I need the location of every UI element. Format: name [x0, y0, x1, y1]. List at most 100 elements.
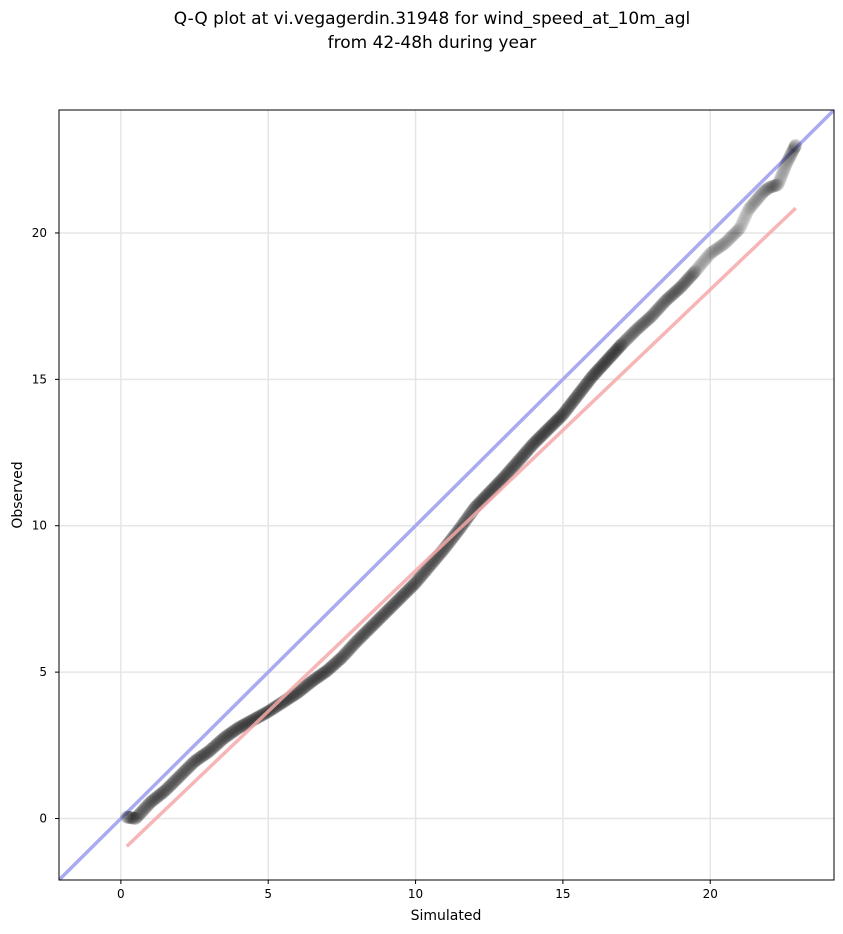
qq-point — [547, 417, 561, 431]
qq-point — [235, 719, 249, 733]
qq-point — [591, 363, 605, 377]
qq-point — [612, 340, 626, 354]
qq-point — [400, 585, 414, 599]
qq-point — [602, 352, 616, 366]
qq-point — [226, 725, 240, 739]
qq-point — [573, 385, 587, 399]
qq-point — [700, 250, 714, 264]
qq-point — [526, 438, 540, 452]
qq-point — [370, 614, 384, 628]
qq-point — [689, 263, 703, 277]
qq-point — [647, 307, 661, 321]
qq-point — [622, 330, 636, 344]
qq-point — [754, 188, 768, 202]
qq-point — [168, 774, 182, 788]
qq-point — [652, 301, 666, 315]
qq-point — [753, 189, 767, 203]
qq-point — [694, 258, 708, 272]
qq-point — [643, 311, 657, 325]
qq-point — [697, 254, 711, 268]
qq-point — [732, 222, 746, 236]
qq-point — [348, 637, 362, 651]
qq-point — [369, 615, 383, 629]
qq-point — [667, 287, 681, 301]
qq-point — [765, 180, 779, 194]
qq-point — [593, 361, 607, 375]
x-axis-label: Simulated — [411, 908, 482, 924]
qq-point — [390, 594, 404, 608]
qq-point — [682, 271, 696, 285]
qq-point — [648, 306, 662, 320]
qq-point — [496, 472, 510, 486]
qq-point — [188, 754, 202, 768]
qq-point — [718, 236, 732, 250]
qq-point — [319, 664, 333, 678]
qq-point — [225, 726, 239, 740]
qq-point — [699, 251, 713, 265]
qq-point — [406, 578, 420, 592]
qq-point — [736, 214, 750, 228]
qq-point — [206, 741, 220, 755]
qq-point — [559, 403, 573, 417]
qq-point — [497, 471, 511, 485]
qq-point — [785, 145, 799, 159]
qq-point — [558, 404, 572, 418]
qq-point — [655, 298, 669, 312]
qq-point — [717, 237, 731, 251]
qq-point — [779, 159, 793, 173]
qq-point — [773, 172, 787, 186]
qq-point — [298, 680, 312, 694]
qq-point — [361, 623, 375, 637]
qq-point — [269, 700, 283, 714]
qq-point — [358, 626, 372, 640]
qq-point — [527, 436, 541, 450]
qq-point — [398, 586, 412, 600]
qq-point — [740, 206, 754, 220]
qq-point — [445, 532, 459, 546]
qq-point — [738, 211, 752, 225]
qq-point — [191, 752, 205, 766]
qq-point — [165, 777, 179, 791]
qq-point — [697, 253, 711, 267]
qq-point — [508, 458, 522, 472]
qq-point — [705, 246, 719, 260]
qq-point — [410, 574, 424, 588]
grid — [59, 110, 834, 880]
qq-point — [252, 710, 266, 724]
qq-point — [752, 190, 766, 204]
qq-point — [346, 638, 360, 652]
qq-point — [178, 764, 192, 778]
qq-point — [190, 753, 204, 767]
qq-point — [135, 805, 149, 819]
qq-point — [757, 185, 771, 199]
qq-point — [703, 247, 717, 261]
qq-point — [540, 423, 554, 437]
qq-point — [130, 810, 144, 824]
qq-point — [600, 354, 614, 368]
x-tick-label: 15 — [555, 887, 570, 901]
qq-point — [272, 698, 286, 712]
qq-point — [402, 582, 416, 596]
qq-point — [711, 241, 725, 255]
qq-point — [772, 175, 786, 189]
qq-point — [666, 287, 680, 301]
qq-point — [350, 634, 364, 648]
qq-point — [293, 684, 307, 698]
qq-point — [176, 765, 190, 779]
qq-point — [442, 535, 456, 549]
qq-point — [185, 757, 199, 771]
qq-point — [596, 357, 610, 371]
qq-point — [665, 288, 679, 302]
qq-point — [338, 647, 352, 661]
qq-point — [766, 179, 780, 193]
qq-point — [731, 223, 745, 237]
qq-point — [253, 709, 267, 723]
x-tick-label: 0 — [117, 887, 125, 901]
qq-point — [311, 670, 325, 684]
qq-point — [411, 573, 425, 587]
qq-point — [420, 562, 434, 576]
qq-point — [761, 181, 775, 195]
qq-point — [707, 244, 721, 258]
qq-point — [775, 167, 789, 181]
qq-point — [144, 795, 158, 809]
